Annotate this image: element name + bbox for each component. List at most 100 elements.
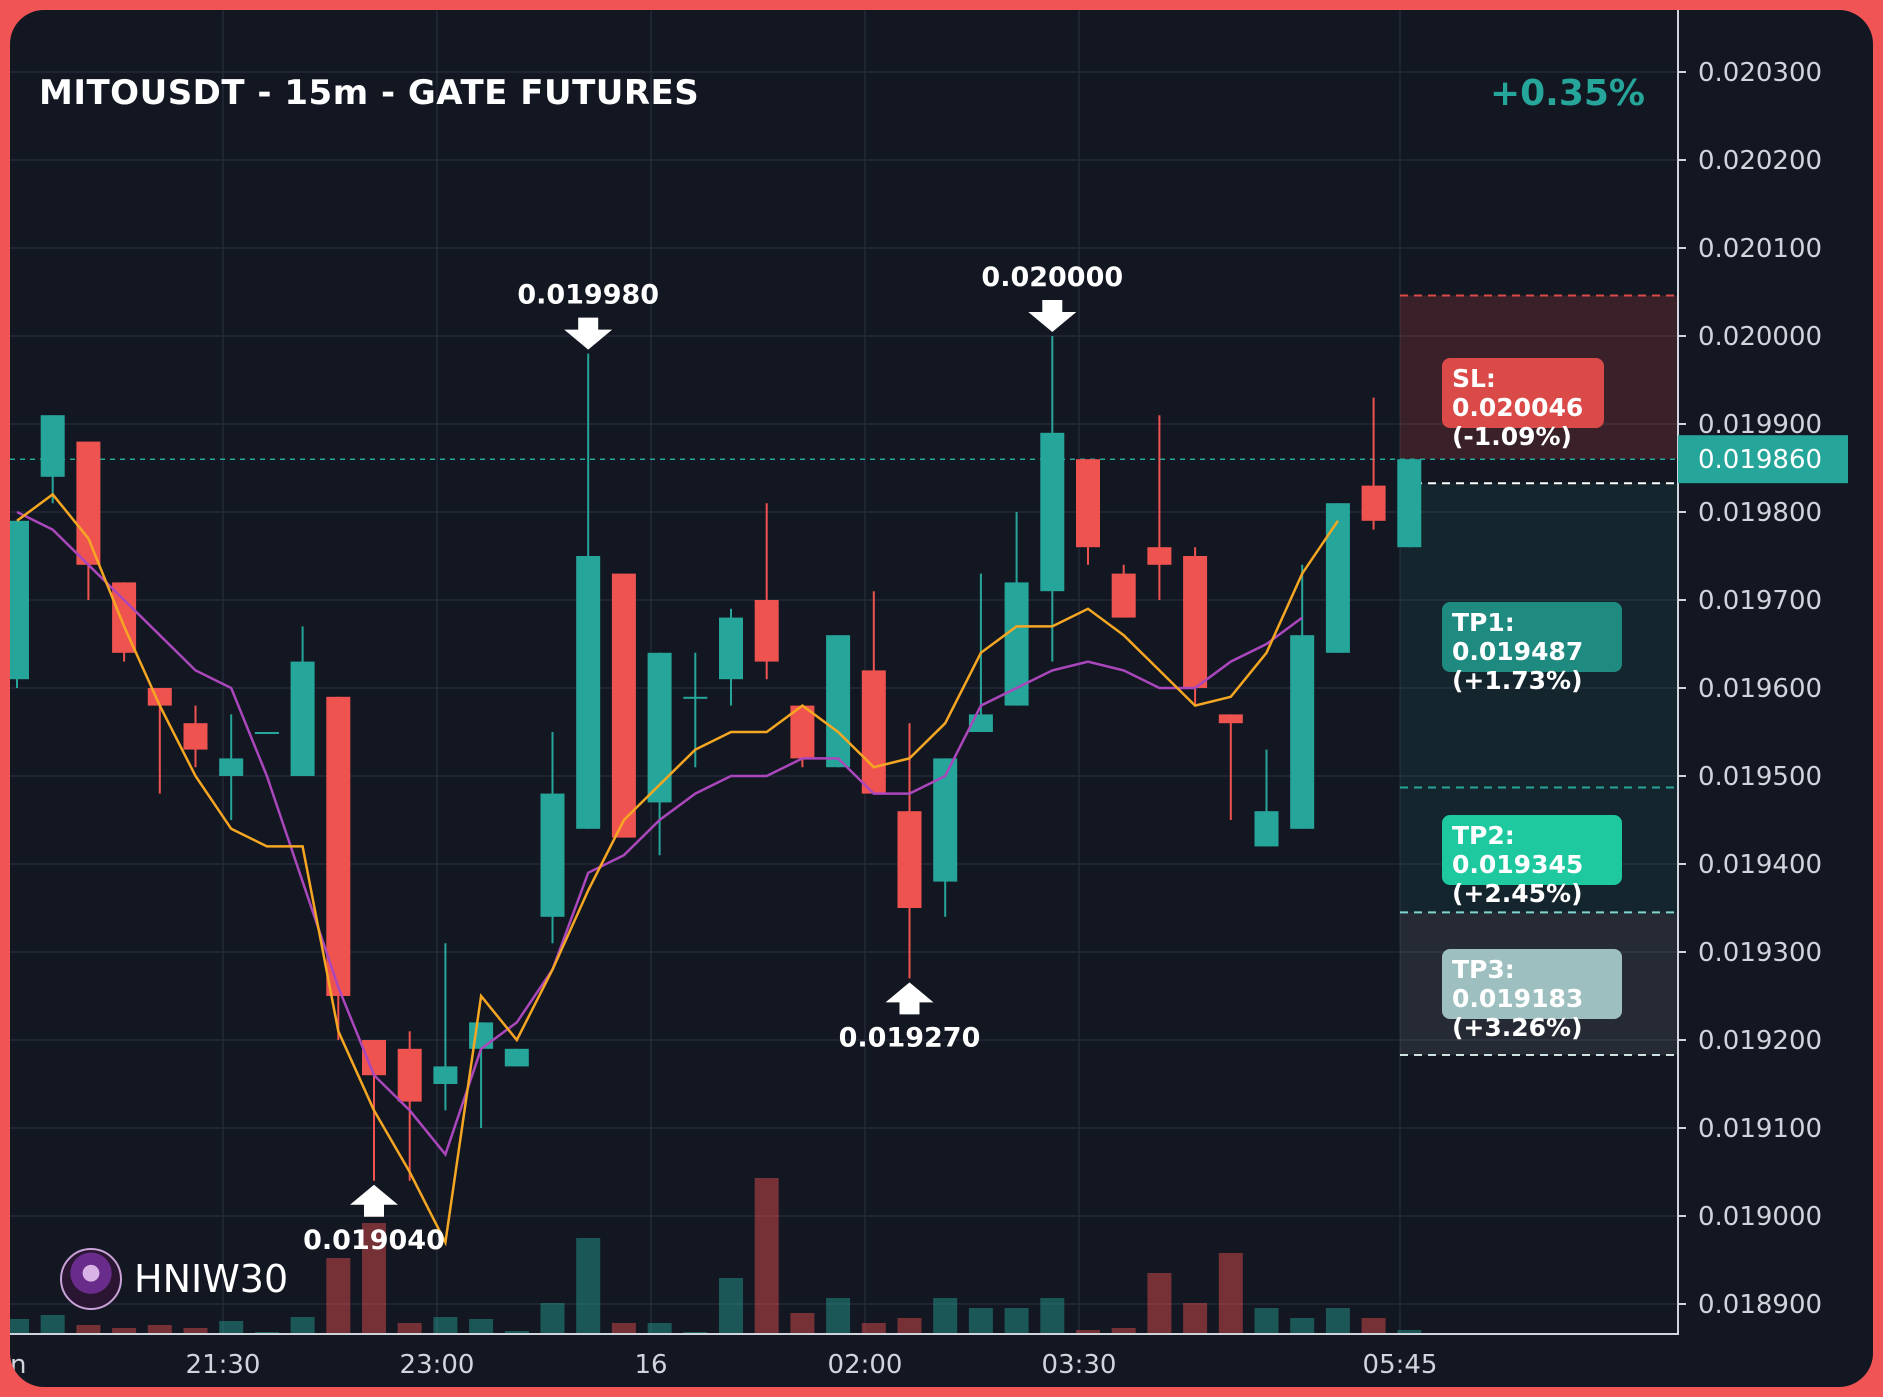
candle-body <box>504 1048 529 1067</box>
volume-bar <box>433 1317 458 1333</box>
volume-bar <box>254 1332 279 1333</box>
avatar-icon <box>60 1248 122 1310</box>
y-tick-label: 0.019400 <box>1698 850 1822 880</box>
volume-bar <box>290 1317 315 1333</box>
volume-bar <box>10 1319 29 1333</box>
arrow-up-icon <box>885 982 934 1015</box>
volume-bar <box>1183 1303 1208 1333</box>
volume-bar <box>504 1331 529 1333</box>
volume-bar <box>40 1315 65 1333</box>
y-tick-label: 0.020100 <box>1698 234 1822 264</box>
candle-body <box>647 652 672 803</box>
candle-body <box>754 600 779 662</box>
y-tick-label: 0.019000 <box>1698 1202 1822 1232</box>
tp2-percent: (+2.45%) <box>1452 879 1583 908</box>
x-tick-label: 03:30 <box>1042 1350 1117 1380</box>
sl-label: SL: 0.020046 (-1.09%) <box>1442 358 1604 451</box>
sl-percent: (-1.09%) <box>1452 422 1572 451</box>
volume-bar <box>1076 1330 1100 1333</box>
volume-bar <box>1147 1273 1172 1333</box>
candle-body <box>1076 459 1100 548</box>
x-tick-label: 02:00 <box>828 1350 903 1380</box>
volume-bar <box>469 1319 494 1333</box>
candle-body <box>897 811 922 908</box>
candle-body <box>1325 503 1350 653</box>
volume-bar <box>1325 1308 1350 1333</box>
tp1-percent: (+1.73%) <box>1452 666 1583 695</box>
volume-bar <box>576 1238 601 1333</box>
volume-bar <box>362 1223 386 1333</box>
volume-bar <box>1361 1318 1386 1333</box>
candle-body <box>254 732 279 734</box>
x-tick-label: n <box>10 1350 26 1380</box>
volume-bar <box>897 1318 922 1333</box>
volume-bar <box>326 1258 351 1333</box>
volume-bar <box>933 1298 958 1333</box>
candle-body <box>1397 459 1422 548</box>
ema-slow-line <box>16 510 1303 1157</box>
volume-bar <box>968 1308 993 1333</box>
y-tick-label: 0.020200 <box>1698 146 1822 176</box>
tp2-label: TP2: 0.019345 (+2.45%) <box>1442 815 1622 908</box>
volume-bar <box>826 1298 851 1333</box>
candle-body <box>112 582 137 653</box>
y-tick-label: 0.020300 <box>1698 58 1822 88</box>
y-tick-label: 0.019100 <box>1698 1114 1822 1144</box>
volume-bar <box>1040 1298 1065 1333</box>
tp3-percent: (+3.26%) <box>1452 1013 1583 1042</box>
candle-body <box>790 705 815 759</box>
volume-bar <box>1397 1330 1422 1333</box>
volume-bar <box>754 1178 779 1333</box>
current-price-tag <box>1678 435 1848 484</box>
volume-bar <box>683 1332 708 1333</box>
volume-bar <box>147 1325 172 1333</box>
low-label: 0.019270 <box>839 1022 981 1053</box>
y-tick-label: 0.018900 <box>1698 1290 1822 1320</box>
volume-bar <box>1111 1328 1136 1333</box>
tp1-label: TP1: 0.019487 (+1.73%) <box>1442 602 1622 695</box>
x-tick-label: 23:00 <box>400 1350 475 1380</box>
volume-bar <box>861 1323 886 1333</box>
low-label: 0.019040 <box>303 1225 445 1256</box>
price-chart[interactable]: 0.020300 0.020200 0.020100 0.020000 0.019900… <box>10 10 1873 1387</box>
volume-bar <box>719 1278 743 1333</box>
volume-bar <box>112 1328 137 1333</box>
y-tick-label: 0.019700 <box>1698 586 1822 616</box>
arrow-down-icon <box>1028 300 1077 332</box>
chart-frame: 0.020300 0.020200 0.020100 0.020000 0.019900… <box>10 10 1873 1387</box>
price-change: +0.35% <box>1489 73 1645 114</box>
candle-body <box>76 441 101 565</box>
tp3-price: TP3: 0.019183 <box>1452 955 1584 1013</box>
candle-body <box>1183 556 1208 688</box>
candle-body <box>683 696 708 699</box>
ema-fast-line <box>16 492 1339 1247</box>
volume-bar <box>540 1303 565 1333</box>
volume-bar <box>1218 1253 1243 1333</box>
candle-body <box>469 1022 494 1049</box>
volume-bar <box>219 1321 244 1333</box>
watermark: HNIW30 <box>60 1246 288 1312</box>
candle-body <box>719 617 743 680</box>
volume-bar <box>790 1313 815 1333</box>
candle-body <box>433 1066 458 1084</box>
volume-bar <box>611 1323 636 1333</box>
volume-bar <box>1290 1318 1315 1333</box>
candle-body <box>576 556 601 829</box>
y-tick-label: 0.019600 <box>1698 674 1822 704</box>
tp1-price: TP1: 0.019487 <box>1452 608 1584 666</box>
x-tick-label: 16 <box>634 1350 667 1380</box>
y-tick-label: 0.019200 <box>1698 1026 1822 1056</box>
candle-body <box>1361 485 1386 521</box>
y-tick-label: 0.019300 <box>1698 938 1822 968</box>
candle-body <box>1254 811 1279 847</box>
candle-body <box>1218 714 1243 724</box>
arrow-down-icon <box>564 317 613 350</box>
watermark-text: HNIW30 <box>134 1257 289 1301</box>
candle-body <box>1147 547 1172 565</box>
y-tick-label: 0.020000 <box>1698 322 1822 352</box>
chart-title: MITOUSDT - 15m - GATE FUTURES <box>39 73 700 113</box>
candle-body <box>183 723 208 750</box>
x-tick-label: 21:30 <box>186 1350 261 1380</box>
candle-body <box>10 520 29 680</box>
candle-body <box>397 1048 422 1102</box>
